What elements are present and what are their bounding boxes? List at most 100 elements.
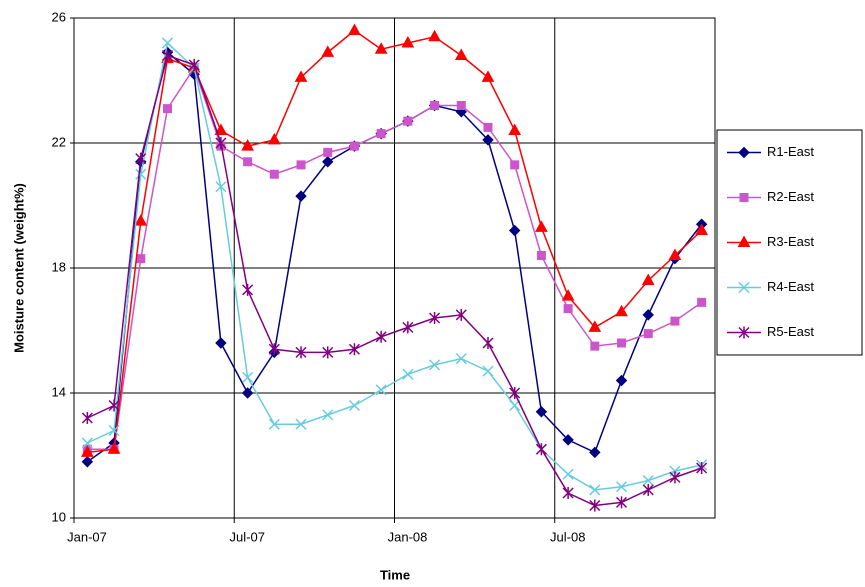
point-marker [374, 42, 388, 54]
point-marker [242, 283, 254, 296]
point-marker [295, 346, 307, 359]
point-marker [429, 359, 441, 371]
point-marker [641, 273, 655, 285]
point-marker [241, 139, 254, 151]
point-marker [322, 156, 334, 168]
point-marker [563, 304, 573, 314]
point-marker [322, 409, 334, 421]
point-marker [376, 129, 386, 139]
point-marker [81, 456, 94, 468]
point-marker [188, 58, 200, 71]
point-marker [454, 48, 468, 60]
point-marker [81, 445, 94, 457]
x-tick-label: Jul-07 [230, 529, 265, 544]
point-marker [483, 122, 493, 132]
point-marker [481, 70, 495, 82]
point-marker [108, 399, 120, 412]
point-marker [430, 101, 440, 110]
point-marker [562, 468, 574, 480]
point-marker [668, 248, 682, 260]
legend-marker [737, 235, 751, 247]
y-axis-title: Moisture content (weight%) [11, 183, 26, 353]
point-marker [615, 304, 628, 317]
point-marker [162, 104, 172, 114]
point-marker [697, 297, 707, 307]
point-marker [322, 346, 334, 359]
point-marker [508, 123, 522, 135]
point-marker [535, 443, 547, 456]
point-marker [349, 141, 359, 151]
point-marker [642, 474, 654, 487]
point-marker [215, 137, 227, 149]
x-tick-label: Jan-07 [67, 529, 107, 544]
point-marker [615, 496, 628, 509]
point-marker [215, 337, 227, 349]
point-marker [267, 132, 281, 145]
point-marker [562, 434, 574, 446]
point-marker [243, 157, 253, 167]
point-marker [161, 49, 174, 62]
point-marker [323, 147, 333, 157]
legend-label: R4-East [767, 279, 814, 294]
series-line [87, 29, 703, 454]
point-marker [81, 437, 93, 449]
point-marker [242, 371, 254, 383]
point-marker [590, 341, 600, 351]
point-marker [669, 471, 681, 484]
point-marker [215, 181, 227, 193]
point-marker [535, 406, 548, 418]
point-marker [134, 214, 148, 226]
point-marker [402, 321, 414, 334]
point-marker [214, 123, 228, 135]
x-tick-label: Jul-08 [550, 529, 585, 544]
point-marker [615, 374, 628, 387]
point-marker [535, 220, 548, 232]
point-marker [482, 337, 494, 349]
point-marker [268, 418, 280, 430]
point-marker [269, 169, 279, 179]
legend-label: R5-East [767, 324, 814, 339]
point-marker [402, 368, 414, 380]
legend-marker [738, 281, 750, 294]
point-marker [695, 223, 708, 235]
point-marker [403, 116, 413, 126]
point-marker [455, 353, 467, 365]
point-marker [482, 365, 494, 377]
point-marker [589, 446, 601, 459]
point-marker [589, 499, 601, 512]
point-marker [348, 343, 360, 356]
point-marker [81, 412, 93, 424]
y-tick-label: 10 [52, 509, 66, 524]
point-marker [295, 418, 307, 430]
legend-marker [739, 193, 749, 202]
y-tick-label: 22 [52, 134, 66, 149]
point-marker [108, 424, 120, 437]
point-marker [696, 462, 708, 474]
point-marker [375, 330, 387, 343]
point-marker [562, 487, 574, 499]
x-axis-title: Time [380, 567, 410, 582]
point-marker [509, 387, 521, 399]
legend-marker [738, 326, 750, 339]
point-marker [135, 168, 147, 180]
point-marker [642, 309, 654, 321]
point-marker [589, 484, 601, 496]
x-tick-label: Jan-08 [388, 529, 428, 544]
legend-label: R3-East [767, 234, 814, 249]
point-marker [509, 399, 521, 412]
point-marker [510, 160, 520, 170]
legend-label: R2-East [767, 189, 814, 204]
point-marker [161, 37, 174, 49]
point-marker [429, 312, 441, 324]
point-marker [321, 45, 335, 57]
point-marker [617, 338, 627, 348]
plot-border [73, 17, 716, 519]
legend-label: R1-East [767, 144, 814, 159]
point-marker [348, 399, 360, 412]
point-marker [294, 70, 308, 82]
y-tick-label: 14 [52, 384, 66, 399]
point-marker [455, 308, 467, 321]
point-marker [107, 442, 121, 454]
point-marker [615, 481, 628, 493]
